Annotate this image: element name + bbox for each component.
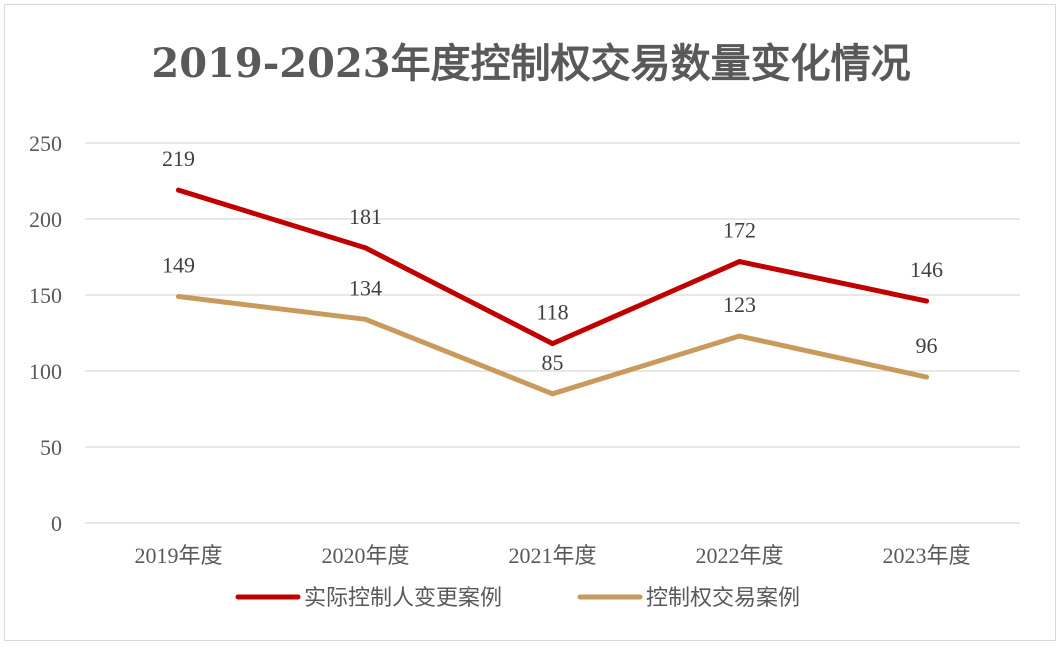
data-point (550, 391, 555, 397)
gridlines (85, 142, 1020, 524)
y-tick-label: 0 (51, 511, 62, 536)
chart-frame (4, 4, 1056, 641)
data-label: 172 (723, 218, 756, 243)
data-point (363, 316, 368, 322)
data-point (924, 298, 929, 304)
legend: 实际控制人变更案例 控制权交易案例 (235, 586, 800, 611)
data-point (176, 187, 181, 193)
y-tick-label: 100 (29, 359, 62, 384)
y-tick-label: 50 (40, 435, 62, 460)
data-label: 96 (916, 333, 938, 358)
data-labels: 219 181 118 172 146 149 134 85 123 96 (162, 146, 943, 375)
data-label: 219 (162, 146, 195, 171)
chart-title: 2019-2023年度控制权交易数量变化情况 (151, 40, 910, 87)
data-point (363, 245, 368, 251)
x-tick-label: 2021年度 (508, 543, 596, 568)
data-label: 149 (162, 253, 195, 278)
x-tick-label: 2022年度 (695, 543, 783, 568)
data-label: 146 (910, 257, 943, 282)
data-label: 118 (536, 300, 568, 325)
y-tick-label: 250 (29, 131, 62, 156)
series-lines (176, 187, 929, 397)
legend-label: 控制权交易案例 (646, 586, 800, 611)
data-label: 85 (542, 350, 564, 375)
y-tick-label: 150 (29, 283, 62, 308)
x-tick-label: 2019年度 (134, 543, 222, 568)
data-label: 134 (349, 275, 382, 300)
data-label: 123 (723, 292, 756, 317)
data-point (550, 341, 555, 347)
x-tick-label: 2020年度 (321, 543, 409, 568)
data-label: 181 (349, 204, 382, 229)
x-tick-label: 2023年度 (882, 543, 970, 568)
data-point (924, 374, 929, 380)
y-axis-ticks: 0 50 100 150 200 250 (29, 131, 62, 536)
data-point (176, 294, 181, 300)
data-point (737, 259, 742, 265)
x-axis-ticks: 2019年度 2020年度 2021年度 2022年度 2023年度 (134, 543, 970, 568)
data-point (737, 333, 742, 339)
y-tick-label: 200 (29, 207, 62, 232)
legend-label: 实际控制人变更案例 (304, 586, 502, 611)
